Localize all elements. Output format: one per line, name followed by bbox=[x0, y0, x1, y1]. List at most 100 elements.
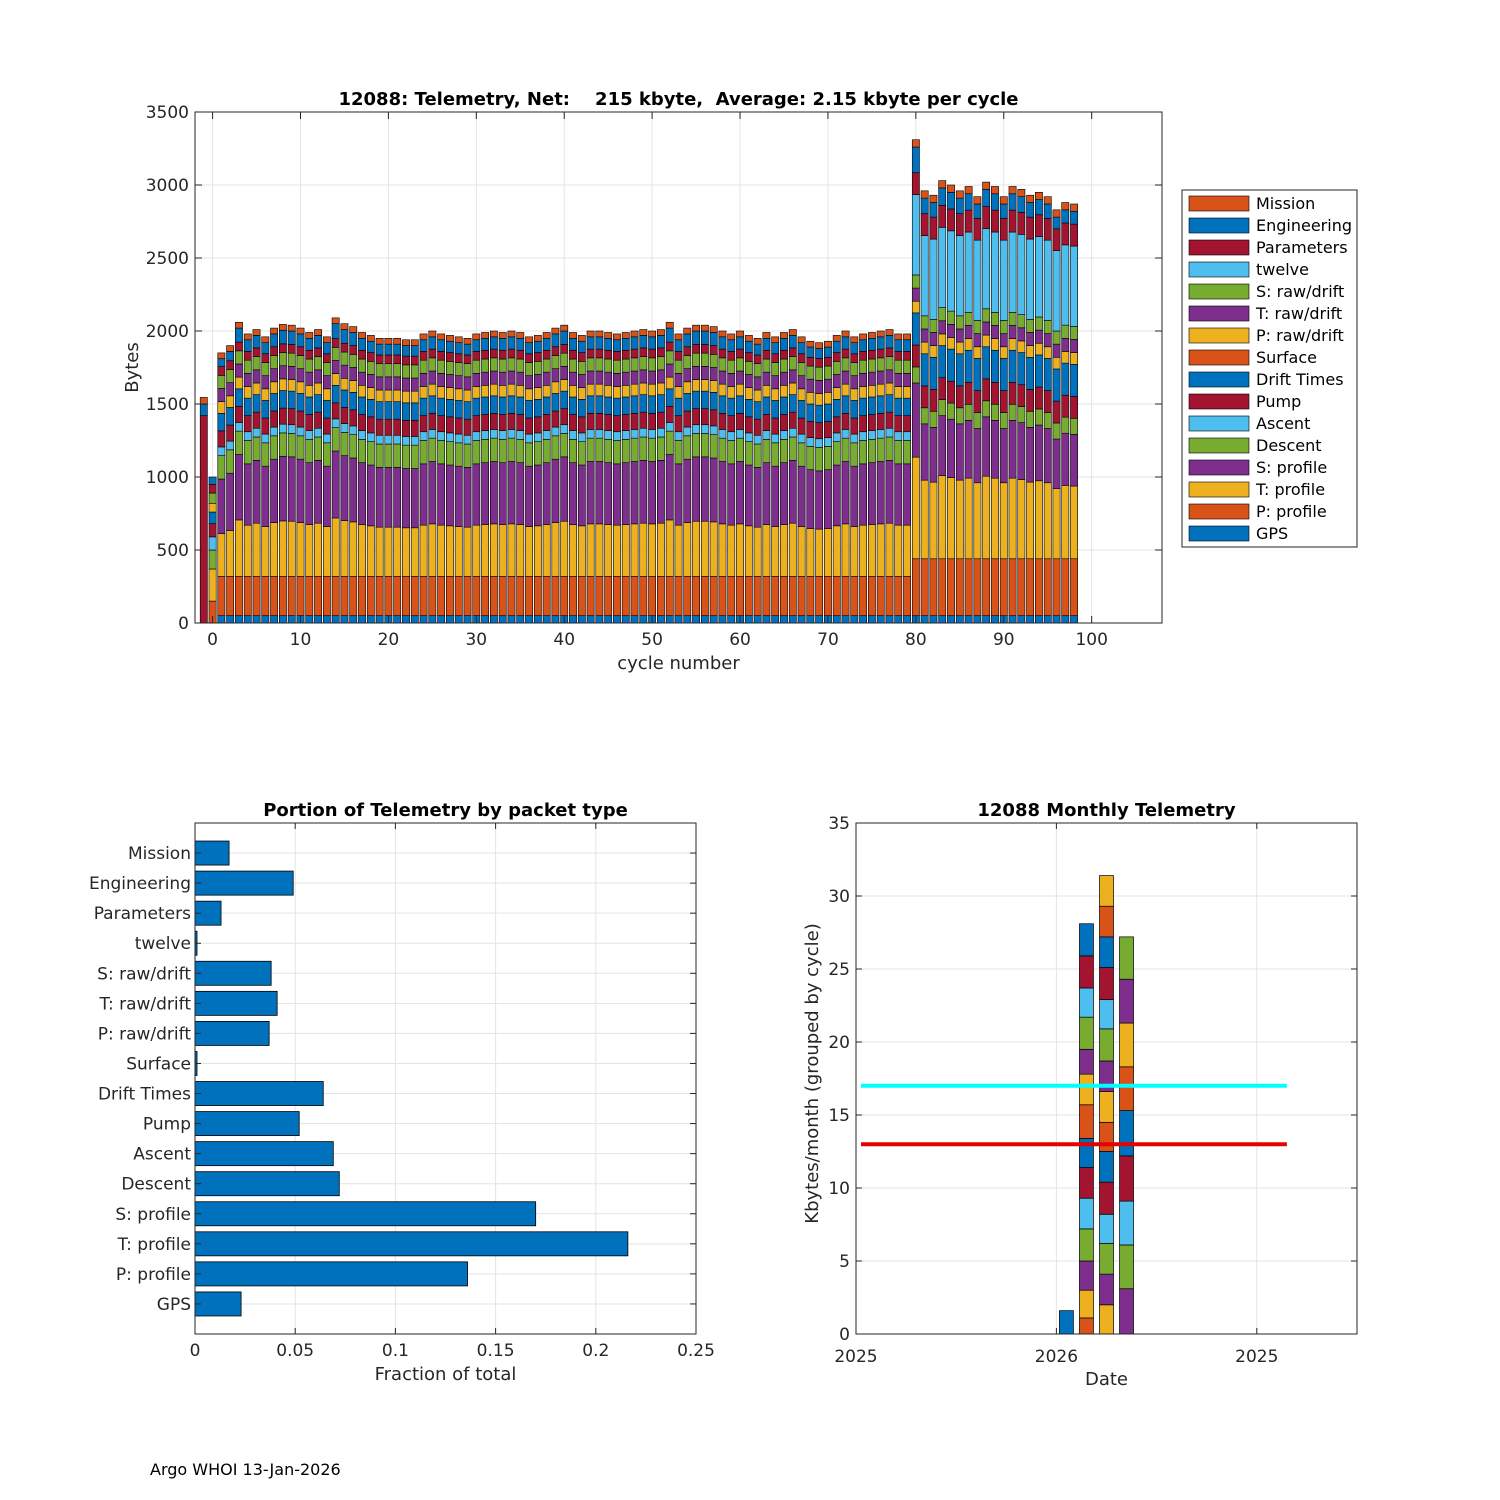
cycle-bar-segment bbox=[665, 575, 674, 617]
cycle-bar-segment bbox=[832, 340, 841, 353]
cycle-bar-segment bbox=[507, 575, 516, 617]
cycle-bar-segment bbox=[428, 336, 437, 350]
cycle-bar-segment bbox=[463, 354, 472, 365]
cycle-bar-segment bbox=[1026, 238, 1035, 320]
cycle-bar-segment bbox=[920, 558, 929, 617]
cycle-bar-segment bbox=[279, 407, 287, 425]
monthly-bar-segment bbox=[1119, 1288, 1134, 1335]
monthly-bar-segment bbox=[1079, 955, 1094, 989]
cycle-bar-segment bbox=[824, 403, 832, 422]
cycle-bar-segment bbox=[358, 414, 366, 431]
cycle-bar-segment bbox=[498, 575, 507, 617]
cycle-bar-segment bbox=[744, 441, 753, 466]
cycle-bar-segment bbox=[736, 461, 744, 525]
cycle-bar-segment bbox=[577, 615, 586, 624]
cycle-bar-segment bbox=[279, 365, 287, 380]
cycle-bar-segment bbox=[437, 339, 446, 352]
cycle-bar-segment bbox=[947, 337, 955, 350]
cycle-bar-segment bbox=[393, 467, 402, 528]
cycle-bar-segment bbox=[665, 430, 674, 455]
cycle-bar-segment bbox=[489, 348, 498, 359]
cycle-bar-segment bbox=[437, 575, 446, 617]
cycle-bar-segment bbox=[1043, 203, 1052, 219]
cycle-bar-segment bbox=[235, 321, 243, 329]
cycle-bar-segment bbox=[560, 352, 569, 367]
cycle-bar-segment bbox=[489, 370, 498, 385]
cycle-bar-segment bbox=[1061, 416, 1070, 434]
cycle-bar-segment bbox=[718, 575, 727, 617]
cycle-bar-segment bbox=[788, 329, 797, 336]
cycle-bar-segment bbox=[287, 520, 296, 577]
cycle-bar-segment bbox=[252, 615, 261, 624]
cycle-bar-segment bbox=[947, 380, 955, 404]
cycle-bar-segment bbox=[331, 402, 340, 420]
cycle-bar-segment bbox=[498, 358, 507, 373]
fraction-category-label: Surface bbox=[126, 1054, 191, 1074]
cycle-bar-segment bbox=[876, 429, 885, 439]
cycle-bar-segment bbox=[375, 615, 384, 624]
cycle-bar-segment bbox=[973, 203, 982, 219]
cycle-bar-segment bbox=[718, 437, 727, 462]
cycle-chart-ytick-label: 3000 bbox=[146, 176, 189, 196]
cycle-bar-segment bbox=[692, 379, 700, 392]
cycle-bar-segment bbox=[1061, 244, 1070, 326]
monthly-bar-segment bbox=[1099, 1091, 1114, 1123]
legend-swatch bbox=[1188, 239, 1250, 256]
cycle-bar-segment bbox=[824, 365, 832, 380]
cycle-bar-segment bbox=[551, 435, 560, 460]
cycle-bar-segment bbox=[832, 525, 841, 577]
cycle-bar-segment bbox=[744, 464, 753, 527]
cycle-bar-segment bbox=[305, 332, 314, 339]
cycle-bar-segment bbox=[366, 361, 375, 375]
cycle-bar-segment bbox=[683, 615, 692, 624]
cycle-bar-segment bbox=[806, 437, 815, 447]
cycle-bar-segment bbox=[955, 558, 964, 617]
cycle-bar-segment bbox=[982, 416, 991, 477]
cycle-bar-segment bbox=[736, 357, 744, 372]
cycle-bar-segment bbox=[736, 575, 744, 617]
cycle-bar-segment bbox=[613, 359, 621, 374]
legend-entry-label: Drift Times bbox=[1256, 370, 1344, 389]
cycle-bar-segment bbox=[305, 439, 314, 463]
cycle-bar-segment bbox=[674, 575, 683, 617]
cycle-bar-segment bbox=[938, 377, 947, 400]
cycle-bar-segment bbox=[296, 393, 305, 412]
cycle-bar-segment bbox=[199, 415, 208, 624]
cycle-bar-segment bbox=[472, 386, 481, 399]
cycle-bar-segment bbox=[252, 436, 261, 461]
cycle-bar-segment bbox=[964, 338, 973, 351]
cycle-bar-segment bbox=[876, 348, 885, 359]
cycle-bar-segment bbox=[507, 336, 516, 350]
legend-entry-label: Surface bbox=[1256, 348, 1317, 367]
cycle-bar-segment bbox=[797, 465, 806, 527]
fraction-chart-axes-box bbox=[194, 822, 697, 1335]
cycle-bar-segment bbox=[753, 615, 762, 624]
cycle-bar-segment bbox=[595, 615, 604, 624]
cycle-bar-segment bbox=[657, 522, 665, 577]
cycle-bar-segment bbox=[683, 327, 692, 335]
cycle-bar-segment bbox=[621, 371, 630, 386]
cycle-bar-segment bbox=[437, 373, 446, 387]
cycle-bar-segment bbox=[938, 205, 947, 228]
monthly-bar-segment bbox=[1099, 1181, 1114, 1215]
cycle-bar-segment bbox=[718, 330, 727, 338]
cycle-bar-segment bbox=[349, 345, 358, 355]
cycle-bar-segment bbox=[542, 439, 551, 463]
cycle-bar-segment bbox=[489, 395, 498, 414]
cycle-bar-segment bbox=[674, 524, 683, 577]
cycle-bar-segment bbox=[744, 340, 753, 353]
cycle-bar-segment bbox=[314, 436, 322, 461]
cycle-bar-segment bbox=[402, 364, 410, 379]
cycle-bar-segment bbox=[982, 378, 991, 402]
cycle-bar-segment bbox=[867, 358, 876, 373]
cycle-bar-segment bbox=[366, 387, 375, 400]
cycle-bar-segment bbox=[876, 523, 885, 577]
cycle-bar-segment bbox=[235, 575, 243, 617]
cycle-bar-segment bbox=[243, 373, 252, 387]
cycle-bar-segment bbox=[709, 425, 718, 435]
cycle-bar-segment bbox=[366, 615, 375, 624]
cycle-bar-segment bbox=[1052, 343, 1061, 358]
cycle-bar-segment bbox=[692, 366, 700, 380]
cycle-bar-segment bbox=[1008, 338, 1017, 351]
